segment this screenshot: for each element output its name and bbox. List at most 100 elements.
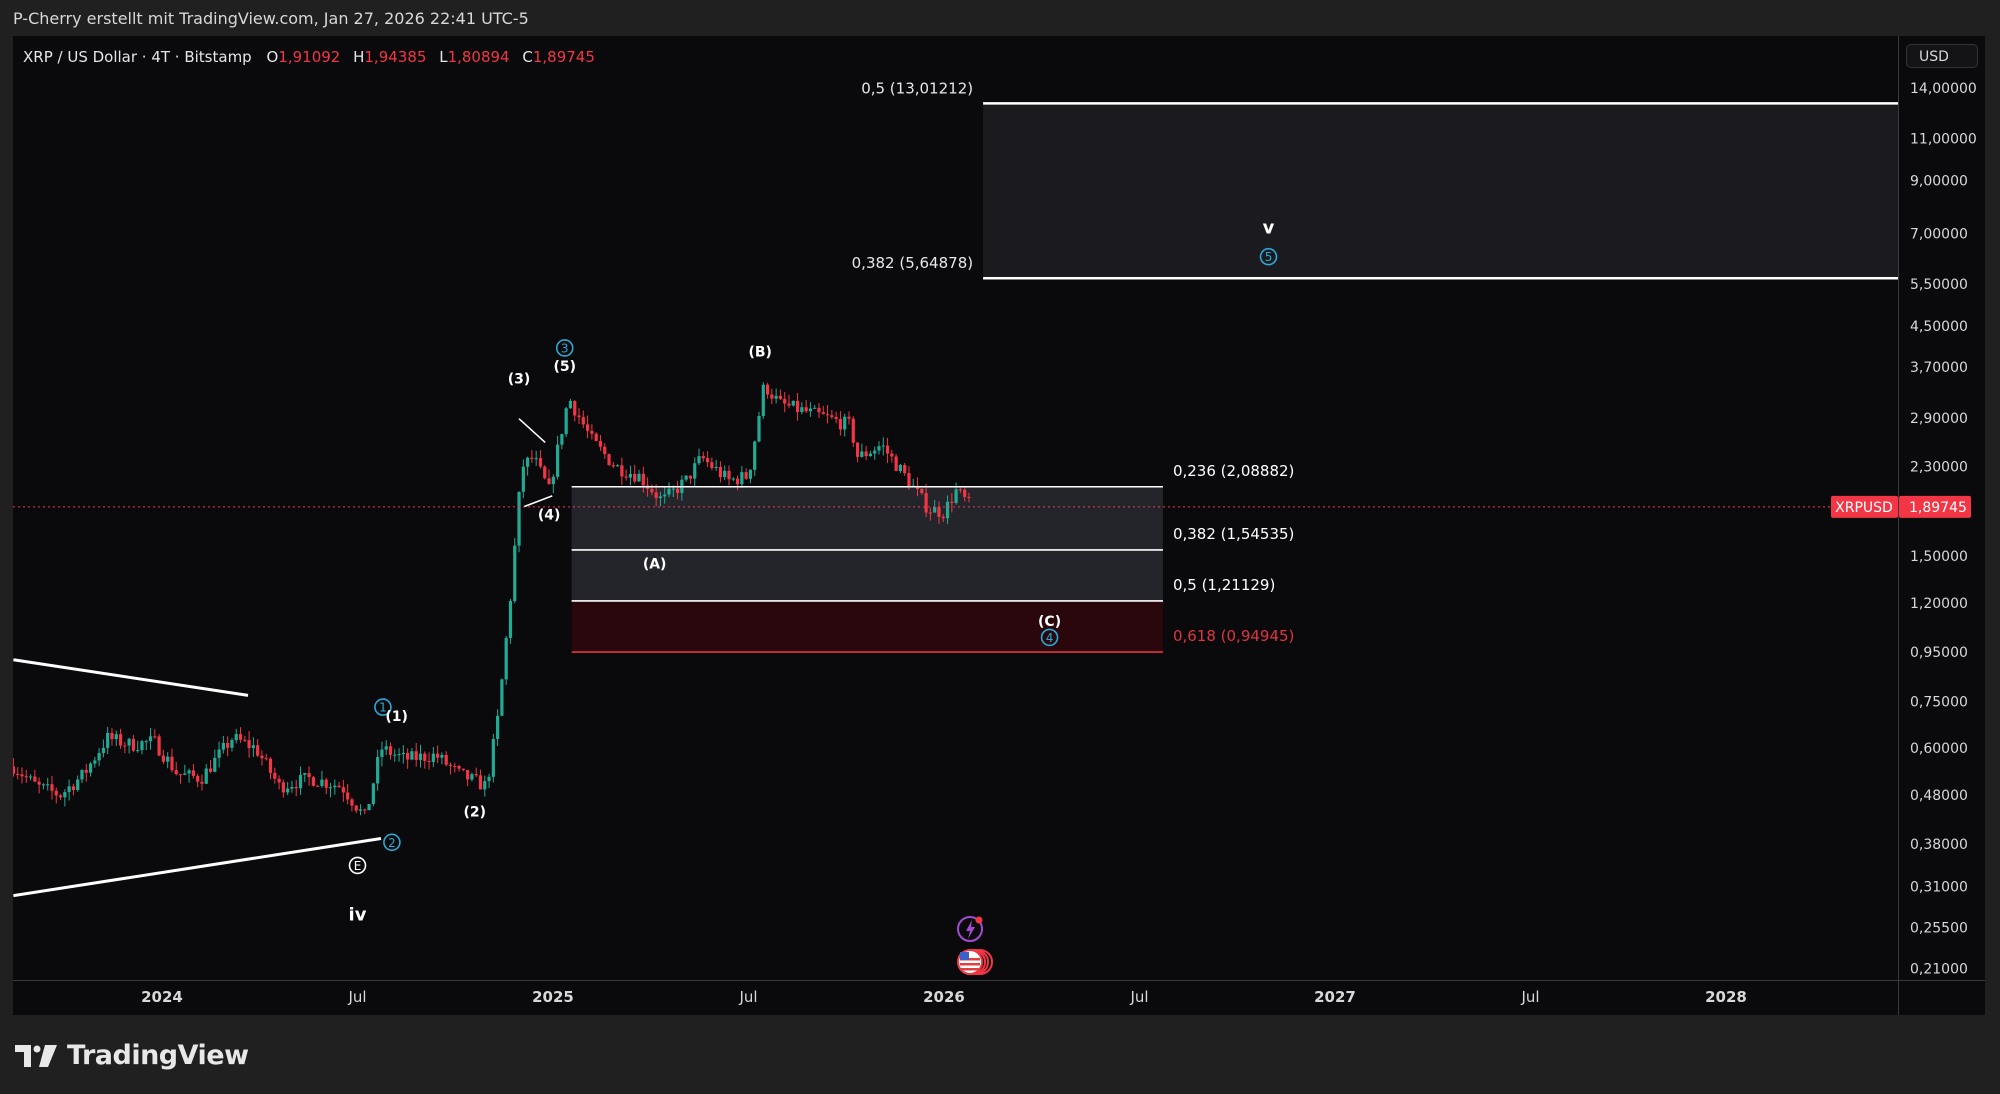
candle-body	[298, 774, 303, 789]
price-tick-label: 0,21000	[1910, 961, 1968, 977]
candle-body	[744, 472, 748, 479]
price-tick-label: 0,95000	[1910, 645, 1968, 661]
wave-label: E	[354, 859, 362, 873]
candle-body	[24, 776, 28, 778]
chart-panel[interactable]: XRP / US Dollar · 4T · Bitstamp O1,91092…	[13, 36, 1985, 1015]
candle-body	[380, 749, 384, 757]
candle-body	[401, 752, 405, 755]
candle-body	[388, 746, 393, 755]
candle-body	[418, 753, 423, 760]
candle-body	[178, 774, 183, 776]
candle-body	[894, 456, 898, 471]
candle-body	[243, 739, 247, 741]
candle-body	[603, 446, 607, 455]
lightning-icon	[966, 920, 975, 939]
fib-level-label: 0,382 (5,64878)	[852, 254, 973, 272]
time-tick-label: 2024	[141, 988, 183, 1006]
candle-body	[526, 457, 530, 467]
candle-body	[320, 779, 324, 786]
candle-body	[667, 488, 671, 495]
candle-body	[693, 463, 697, 479]
candle-body	[80, 769, 84, 780]
candle-body	[191, 770, 195, 776]
price-tick-label: 0,60000	[1910, 741, 1968, 757]
candle-body	[144, 741, 148, 743]
time-tick-label: Jul	[738, 988, 757, 1006]
candle-body	[748, 469, 753, 479]
wave-label: (1)	[385, 709, 408, 725]
candle-body	[363, 809, 367, 811]
candle-body	[50, 784, 54, 791]
candle-body	[67, 786, 71, 793]
price-chart[interactable]: 0,5 (13,01212) 0,382 (5,64878) 0,236 (2,08…	[13, 36, 1985, 1015]
candle-body	[294, 787, 298, 789]
candle-body	[534, 458, 538, 460]
symbol-badge-text: XRPUSD	[1835, 500, 1893, 516]
candle-body	[457, 766, 461, 769]
fib-zone-upper	[983, 103, 1898, 279]
wave-label: (4)	[538, 507, 561, 523]
candle-body	[633, 473, 637, 482]
candle-body	[513, 545, 517, 602]
candle-body	[611, 465, 615, 467]
candle-body	[346, 792, 350, 800]
candle-body	[795, 400, 800, 413]
candle-body	[774, 395, 778, 399]
tradingview-logo-icon	[15, 1044, 57, 1067]
candle-body	[367, 804, 371, 811]
wave-circle-icon	[555, 339, 574, 357]
symbol-badge	[1831, 495, 1898, 518]
candle-body	[761, 384, 765, 417]
candle-body	[941, 516, 945, 519]
candle-body	[581, 417, 585, 425]
candle-body	[556, 444, 560, 477]
candle-body	[907, 473, 911, 487]
candle-body	[230, 740, 234, 748]
candle-body	[958, 489, 962, 491]
candle-body	[260, 755, 264, 759]
time-tick-label: 2025	[532, 988, 574, 1006]
candle-body	[928, 512, 932, 514]
candle-body	[508, 601, 513, 638]
candle-body	[654, 492, 658, 499]
tradingview-logo[interactable]: TradingView	[15, 1040, 249, 1071]
candle-body	[586, 424, 590, 431]
candle-body	[187, 770, 191, 774]
candle-body	[58, 795, 63, 798]
candle-body	[491, 738, 495, 777]
candle-body	[778, 395, 783, 399]
candle-body	[393, 754, 397, 756]
candle-body	[496, 715, 500, 739]
fib-zone-red	[571, 600, 1163, 653]
fib-level-label: 0,236 (2,08882)	[1173, 462, 1294, 480]
candle-body	[196, 775, 200, 782]
candle-body	[273, 772, 277, 779]
candle-body	[277, 778, 281, 783]
candle-body	[671, 488, 675, 490]
low-value: 1,80894	[447, 48, 510, 66]
candle-body	[204, 768, 208, 784]
wave-label: (5)	[553, 359, 576, 375]
fib-level-label: 0,382 (1,54535)	[1173, 525, 1294, 543]
currency-button[interactable]: USD	[1906, 44, 1978, 68]
candle-body	[843, 416, 847, 430]
fib-level-label: 0,618 (0,94945)	[1173, 627, 1294, 645]
candle-body	[568, 401, 573, 409]
trendline	[518, 418, 546, 444]
time-tick-label: Jul	[347, 988, 366, 1006]
wave-label: v	[1263, 218, 1275, 239]
candle-body	[851, 418, 855, 443]
candle-body	[924, 493, 928, 513]
symbol-name[interactable]: XRP / US Dollar · 4T · Bitstamp	[23, 48, 252, 66]
price-tick-label: 0,48000	[1910, 788, 1968, 804]
candle-body	[46, 784, 50, 786]
candle-body	[868, 453, 873, 457]
candle-body	[483, 781, 487, 790]
candle-body	[106, 732, 110, 748]
candle-body	[337, 785, 341, 788]
candle-body	[560, 434, 564, 445]
candle-body	[551, 476, 555, 485]
candle-body	[804, 407, 808, 412]
candle-body	[950, 501, 954, 503]
candle-body	[740, 472, 744, 485]
